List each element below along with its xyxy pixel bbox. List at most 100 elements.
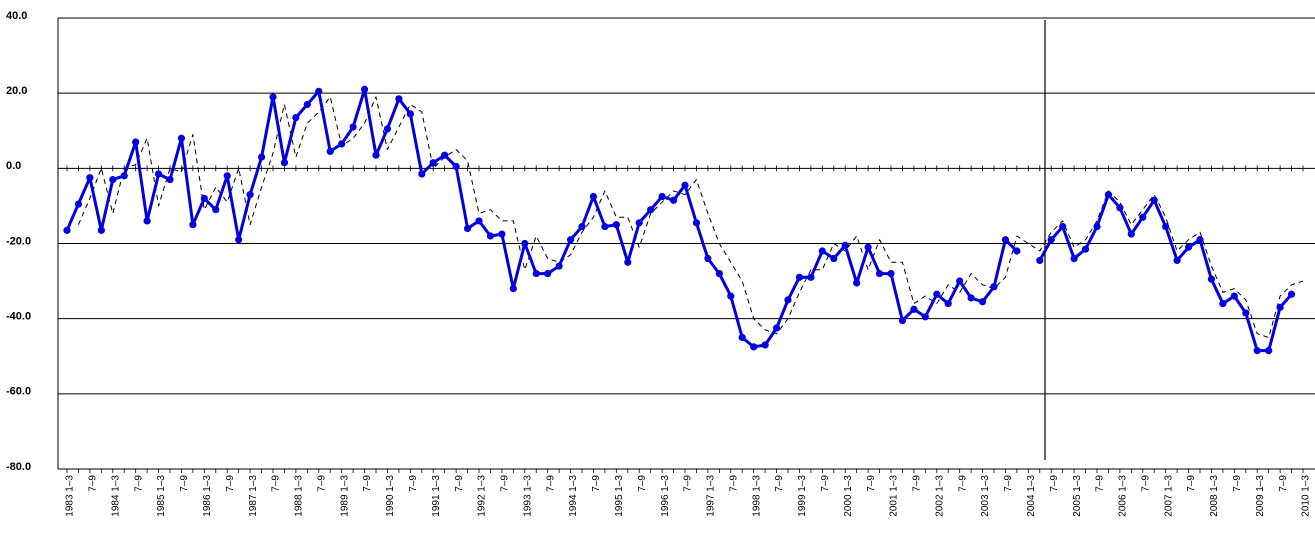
data-point xyxy=(189,221,197,229)
data-point xyxy=(1173,256,1181,265)
y-tick-label: 0.0 xyxy=(6,160,21,172)
data-point xyxy=(74,200,83,208)
data-point xyxy=(967,294,975,302)
data-point xyxy=(120,172,128,180)
data-point xyxy=(841,241,849,249)
x-tick-label: 1990 1–3 xyxy=(385,475,396,517)
data-point xyxy=(1162,222,1170,231)
x-tick-label: 7–9 xyxy=(179,475,190,492)
data-point xyxy=(498,230,506,238)
x-tick-label: 1988 1–3 xyxy=(294,475,305,517)
data-point xyxy=(727,292,735,300)
data-point xyxy=(910,305,918,313)
data-point xyxy=(1093,222,1101,231)
x-tick-label: 7–9 xyxy=(1140,475,1151,492)
x-tick-label: 2006 1–3 xyxy=(1118,475,1129,517)
data-point xyxy=(853,279,861,287)
x-tick-label: 7–9 xyxy=(912,475,923,492)
data-point xyxy=(97,226,105,234)
data-point xyxy=(761,341,769,349)
data-point xyxy=(1070,254,1078,263)
data-point xyxy=(257,153,266,161)
data-point xyxy=(235,236,243,244)
data-point xyxy=(898,316,907,325)
x-tick-label: 7–9 xyxy=(591,475,602,492)
data-point xyxy=(303,100,311,109)
y-tick-label: -40.0 xyxy=(6,311,31,323)
data-point xyxy=(521,239,529,248)
x-tick-label: 1994 1–3 xyxy=(568,475,579,517)
x-tick-label: 2004 1–3 xyxy=(1026,475,1037,517)
data-point xyxy=(338,140,346,148)
series-line xyxy=(65,87,1018,349)
x-tick-label: 1985 1–3 xyxy=(156,475,167,517)
data-point xyxy=(692,219,701,227)
data-point xyxy=(86,174,94,182)
x-tick-label: 7–9 xyxy=(1095,475,1106,492)
data-point xyxy=(1242,309,1250,317)
data-point xyxy=(383,125,392,133)
x-tick-label: 2007 1–3 xyxy=(1163,475,1174,517)
data-point xyxy=(406,110,414,118)
data-point xyxy=(269,93,277,101)
x-tick-label: 7–9 xyxy=(957,475,968,492)
x-tick-label: 2001 1–3 xyxy=(889,475,900,517)
x-tick-label: 1996 1–3 xyxy=(660,475,671,517)
x-tick-label: 7–9 xyxy=(133,475,144,492)
x-tick-label: 2010 1–3 xyxy=(1301,475,1312,517)
x-tick-label: 1984 1–3 xyxy=(110,475,121,517)
x-tick-label: 7–9 xyxy=(866,475,877,492)
data-point xyxy=(1253,347,1261,355)
data-point xyxy=(1196,236,1204,244)
x-tick-label: 7–9 xyxy=(774,475,785,492)
data-point xyxy=(704,254,712,263)
data-point xyxy=(978,298,987,306)
y-tick-label: -20.0 xyxy=(6,235,31,247)
data-point xyxy=(1184,243,1193,251)
data-point xyxy=(830,254,838,263)
data-point xyxy=(1287,290,1296,298)
data-point xyxy=(875,269,884,278)
x-tick-label: 7–9 xyxy=(316,475,327,492)
x-tick-label: 7–9 xyxy=(820,475,831,492)
data-point xyxy=(772,324,781,332)
data-point xyxy=(1036,256,1044,265)
data-point xyxy=(109,176,117,184)
data-point xyxy=(292,113,300,122)
data-point xyxy=(1116,204,1124,212)
x-tick-label: 1998 1–3 xyxy=(751,475,762,517)
data-point xyxy=(864,243,872,251)
data-point xyxy=(624,258,632,266)
x-tick-label: 2003 1–3 xyxy=(980,475,991,517)
data-point xyxy=(452,162,460,171)
x-tick-label: 1986 1–3 xyxy=(202,475,213,517)
data-point xyxy=(177,134,186,142)
y-tick-label: -80.0 xyxy=(6,461,31,473)
data-point xyxy=(635,219,643,227)
data-point xyxy=(486,232,495,240)
x-tick-label: 7–9 xyxy=(408,475,419,492)
data-point xyxy=(143,217,151,225)
y-tick-label: 40.0 xyxy=(6,10,27,22)
data-point xyxy=(395,95,403,103)
data-point xyxy=(544,269,552,278)
data-point xyxy=(1059,222,1067,231)
data-point xyxy=(647,206,655,214)
data-point xyxy=(807,273,815,281)
data-point xyxy=(200,194,208,202)
data-point xyxy=(750,343,758,351)
x-tick-label: 7–9 xyxy=(271,475,282,492)
x-tick-label: 2009 1–3 xyxy=(1255,475,1266,517)
data-point xyxy=(669,196,678,204)
data-point xyxy=(795,273,804,281)
data-point xyxy=(1081,245,1090,253)
data-point xyxy=(658,192,666,201)
data-point xyxy=(681,181,689,189)
x-tick-label: 1995 1–3 xyxy=(614,475,625,517)
data-point xyxy=(63,226,71,234)
data-point xyxy=(475,217,483,225)
data-point xyxy=(1001,236,1010,244)
data-point xyxy=(154,170,163,178)
data-point xyxy=(463,224,472,233)
